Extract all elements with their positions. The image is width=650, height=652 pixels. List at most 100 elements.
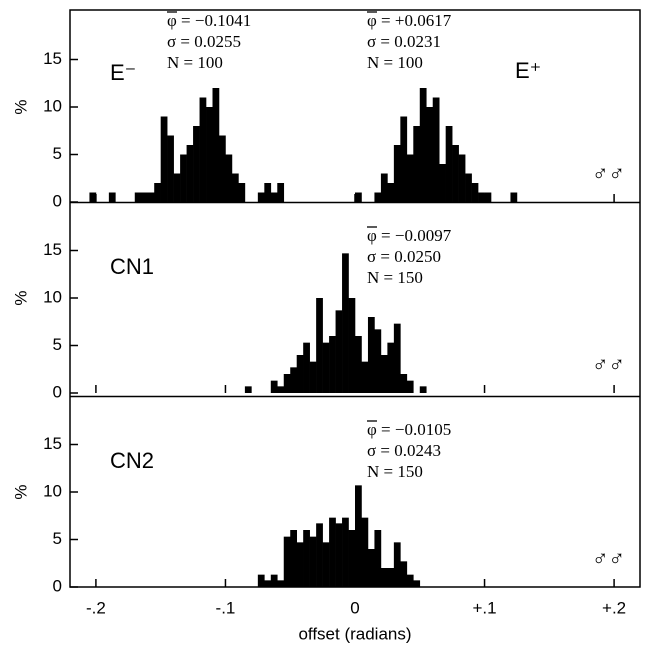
bar [303,530,310,587]
bar [270,574,278,587]
bar [89,192,97,202]
bar [335,523,343,587]
bar [329,336,336,393]
bar [387,342,395,393]
bar [465,173,472,202]
bar [270,192,278,202]
bar [141,192,149,202]
bar [316,298,323,393]
bar [244,386,252,393]
bar [413,126,421,202]
stat-line: σ = 0.0243 [367,441,441,460]
stat-line: N = 100 [167,53,223,72]
bar [335,310,343,393]
bar [348,530,356,587]
bar [439,164,446,202]
bar [108,192,116,202]
bar [445,126,453,202]
bar [348,298,356,393]
bar [484,192,492,202]
bar [193,126,200,202]
bar [212,88,220,202]
bar [160,116,168,202]
bar [264,580,272,587]
bar [419,88,427,202]
bar [296,355,304,393]
bar [277,183,285,202]
bar [322,542,330,587]
bar [225,154,233,202]
bar [355,336,362,393]
x-tick-label: -.1 [216,598,236,617]
bar [400,561,408,587]
bar [426,107,434,202]
bar [257,574,265,587]
stat-line: σ = 0.0255 [167,32,241,51]
stat-line: φ = −0.0097 [367,226,452,245]
bar [218,135,226,202]
bar [400,116,408,202]
x-tick-label: +.1 [472,598,496,617]
bar [419,386,427,393]
bar [290,530,298,587]
male-symbol: ♂♂ [592,351,625,376]
bar [458,154,466,202]
bar [322,342,330,393]
y-tick-label: 10 [43,287,62,306]
bar [367,317,375,393]
bar [355,485,362,587]
bar [238,183,246,202]
bar [264,183,272,202]
x-tick-label: 0 [350,598,359,617]
bar [387,568,395,587]
y-tick-label: 0 [53,191,62,210]
bar [393,323,401,393]
bar [303,342,310,393]
bar [374,192,382,202]
bar [374,530,382,587]
bar [471,183,479,202]
bar [231,173,239,202]
y-tick-label: 15 [43,240,62,259]
panel-label: CN1 [110,254,154,279]
bar [277,580,285,587]
bar [393,542,401,587]
bar [277,386,285,393]
bar [186,145,194,202]
bar [199,97,207,202]
bar [283,536,291,587]
bar [387,183,395,202]
bar [361,361,369,393]
bar [329,517,336,587]
bar [510,192,518,202]
bar [380,173,388,202]
bar [413,580,421,587]
y-axis-label: % [11,484,30,499]
bar [374,329,382,393]
bar [478,192,485,202]
male-symbol: ♂♂ [592,545,625,570]
y-tick-label: 5 [53,529,62,548]
stat-line: N = 150 [367,462,423,481]
bar [206,107,213,202]
bar [432,97,440,202]
x-axis-label: offset (radians) [298,624,411,643]
bar [342,517,349,587]
bar [342,253,349,393]
bar [173,173,181,202]
bar [180,154,187,202]
x-tick-label: -.2 [86,598,106,617]
bar [406,154,414,202]
panel-label: CN2 [110,448,154,473]
bar [380,568,388,587]
stat-line: N = 150 [367,268,423,287]
y-tick-label: 10 [43,96,62,115]
y-tick-label: 5 [53,144,62,163]
bar [452,145,459,202]
bar [393,145,401,202]
bar [167,135,174,202]
y-tick-label: 5 [53,335,62,354]
bar [355,192,362,202]
stat-line: N = 100 [367,53,423,72]
